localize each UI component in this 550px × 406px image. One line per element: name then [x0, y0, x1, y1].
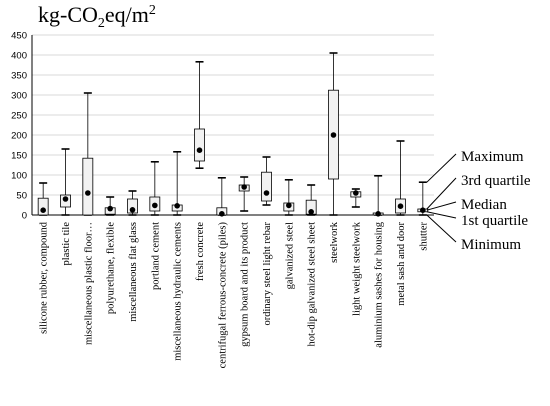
y-tick-label: 300 [11, 91, 27, 102]
median-marker [286, 202, 292, 209]
box-plot-item [216, 177, 228, 217]
median-marker [420, 207, 426, 213]
unit-label-superscript: 2 [149, 3, 156, 18]
legend-median-label: Median [461, 197, 507, 213]
box-plot-item [238, 176, 250, 212]
unit-label-subscript: 2 [98, 16, 105, 31]
y-tick-label: 100 [11, 171, 27, 182]
x-category-label: miscellaneous flat glass [128, 222, 139, 322]
box-plot-item [261, 156, 272, 206]
legend-pointer-line [426, 211, 457, 219]
box-plot-item [37, 182, 49, 216]
box-plot-item [305, 184, 317, 216]
x-category-label: light weight steelwork [351, 221, 362, 316]
box-plot-item [372, 175, 384, 217]
x-category-label: steelwork [329, 221, 340, 263]
legend-pointer-line [426, 214, 457, 243]
x-category-label: hot-dip galvanized steel sheet [307, 222, 318, 347]
median-marker [241, 184, 247, 190]
median-marker [40, 207, 46, 213]
box-plot-item [104, 196, 116, 216]
x-category-label: shutter [418, 221, 429, 250]
x-category-label: gypsum board and its product [240, 222, 251, 347]
x-category-label: miscellaneous hydraulic cements [173, 222, 184, 361]
legend-q3-label: 3rd quartile [461, 173, 531, 189]
x-category-label: portland cement [150, 222, 161, 290]
y-tick-label: 450 [11, 31, 27, 42]
box-plot-item [149, 161, 161, 216]
y-tick-label: 0 [22, 211, 27, 222]
median-marker [330, 132, 337, 138]
box-plot-item [328, 52, 339, 216]
y-tick-label: 150 [11, 151, 27, 162]
iqr-box [127, 198, 138, 214]
x-category-label: silicone rubber, compound [39, 221, 50, 334]
box-plot-item [417, 181, 429, 216]
box-plot-item [194, 60, 205, 169]
median-marker [263, 190, 270, 196]
median-marker [85, 190, 91, 196]
median-marker [353, 190, 359, 196]
iqr-box [194, 128, 205, 162]
box-plot-item [127, 190, 138, 216]
y-unit-title: kg-CO2eq/m2 [38, 2, 156, 31]
x-category-label: plastic tile [61, 222, 72, 266]
legend-minimum-label: Minimum [461, 237, 521, 253]
median-marker [174, 203, 180, 209]
unit-label-main: kg-CO [38, 2, 98, 27]
legend-pointer-line [426, 201, 457, 211]
gridlines [32, 34, 434, 216]
x-category-label: galvanized steel [284, 222, 295, 289]
median-marker [107, 205, 113, 212]
box-plot-item [350, 188, 362, 208]
legend-q1-label: 1st quartile [461, 213, 528, 229]
x-category-label: metal sash and door [396, 221, 407, 305]
y-tick-label: 50 [16, 191, 27, 202]
x-category-label: aluminium sashes for housing [374, 221, 385, 347]
unit-label-tail: eq/m [105, 2, 149, 27]
box-series [37, 52, 429, 217]
median-marker [397, 203, 404, 209]
x-category-label: ordinary steel light rebar [262, 222, 273, 326]
box-plot-item [395, 140, 406, 216]
median-marker [196, 147, 203, 153]
median-marker [219, 211, 225, 217]
y-tick-label: 400 [11, 51, 27, 62]
median-marker [308, 209, 314, 215]
box-plot-item [283, 179, 295, 216]
y-axis: 0 50 100 150 200 250 300 350 400 450 [11, 31, 33, 222]
box-plot-item [82, 92, 94, 216]
y-tick-label: 250 [11, 111, 27, 122]
box-plot-item [60, 148, 71, 216]
legend-maximum-label: Maximum [461, 149, 524, 165]
x-category-label: polyurethane, flexible [106, 222, 117, 314]
iqr-box [37, 197, 49, 216]
median-marker [62, 196, 69, 202]
iqr-box [261, 171, 272, 202]
x-axis-labels: silicone rubber, compound plastic tile mis… [39, 221, 430, 368]
x-category-label: centrifugal ferrous-concrete (piles) [217, 222, 228, 369]
legend-pointer-line [426, 153, 457, 183]
legend-pointer-line [426, 177, 457, 210]
median-marker [375, 211, 381, 217]
legend: Maximum 3rd quartile Median 1st quartile… [426, 149, 531, 253]
x-category-label: fresh concrete [195, 222, 206, 282]
iqr-box [82, 157, 94, 216]
box-plot-item [171, 151, 183, 216]
x-category-label: miscellaneous plastic floor… [83, 222, 94, 345]
y-tick-label: 200 [11, 131, 27, 142]
y-tick-label: 350 [11, 71, 27, 82]
median-marker [152, 202, 158, 209]
median-marker [129, 207, 136, 213]
